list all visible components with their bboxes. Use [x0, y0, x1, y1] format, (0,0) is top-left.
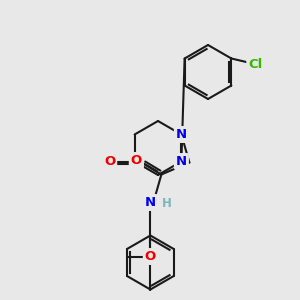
Text: O: O	[131, 154, 142, 167]
Text: N: N	[176, 155, 187, 168]
Text: N: N	[145, 196, 156, 209]
Text: O: O	[145, 250, 156, 263]
Text: N: N	[176, 128, 187, 141]
Text: O: O	[104, 155, 115, 168]
Text: Cl: Cl	[248, 58, 262, 71]
Text: H: H	[161, 197, 171, 210]
